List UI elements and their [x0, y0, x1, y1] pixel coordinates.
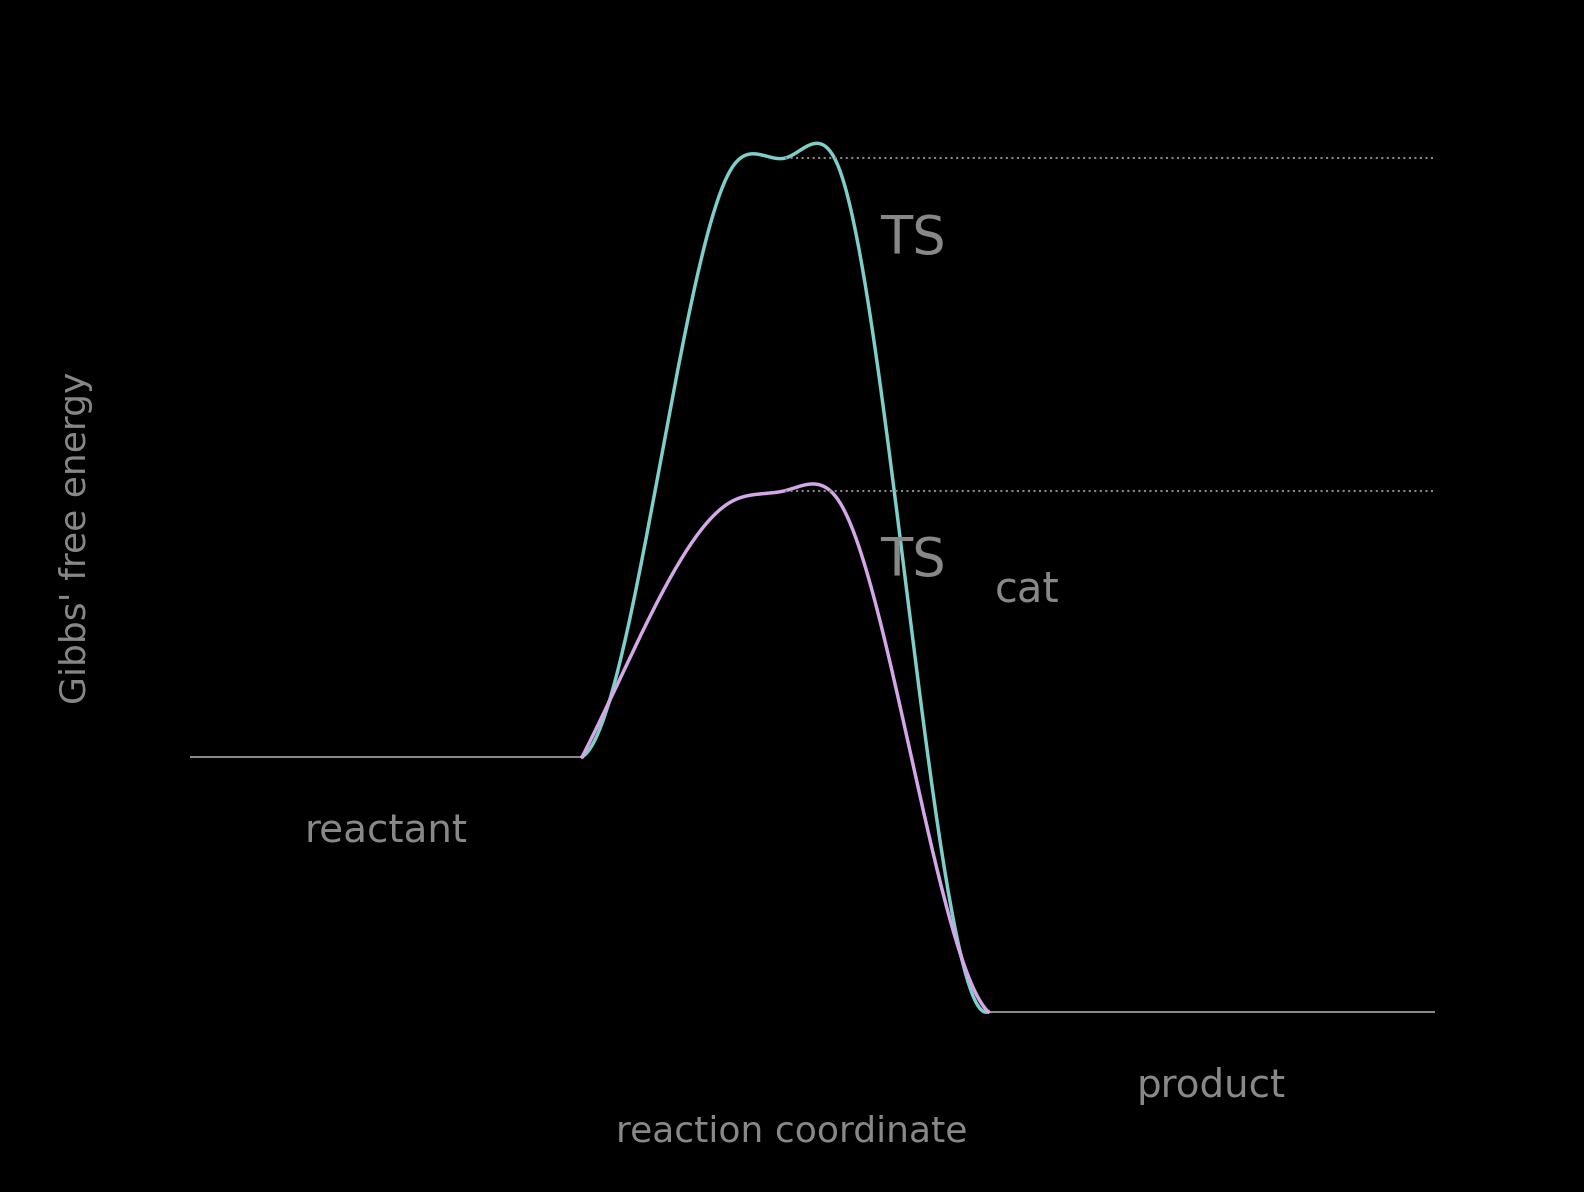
Text: TS: TS: [881, 213, 946, 266]
Text: reactant: reactant: [304, 812, 467, 850]
Text: Gibbs' free energy: Gibbs' free energy: [59, 372, 93, 704]
Text: product: product: [1137, 1067, 1286, 1105]
Text: cat: cat: [995, 569, 1060, 610]
Text: TS: TS: [881, 535, 946, 586]
Text: reaction coordinate: reaction coordinate: [616, 1115, 968, 1149]
